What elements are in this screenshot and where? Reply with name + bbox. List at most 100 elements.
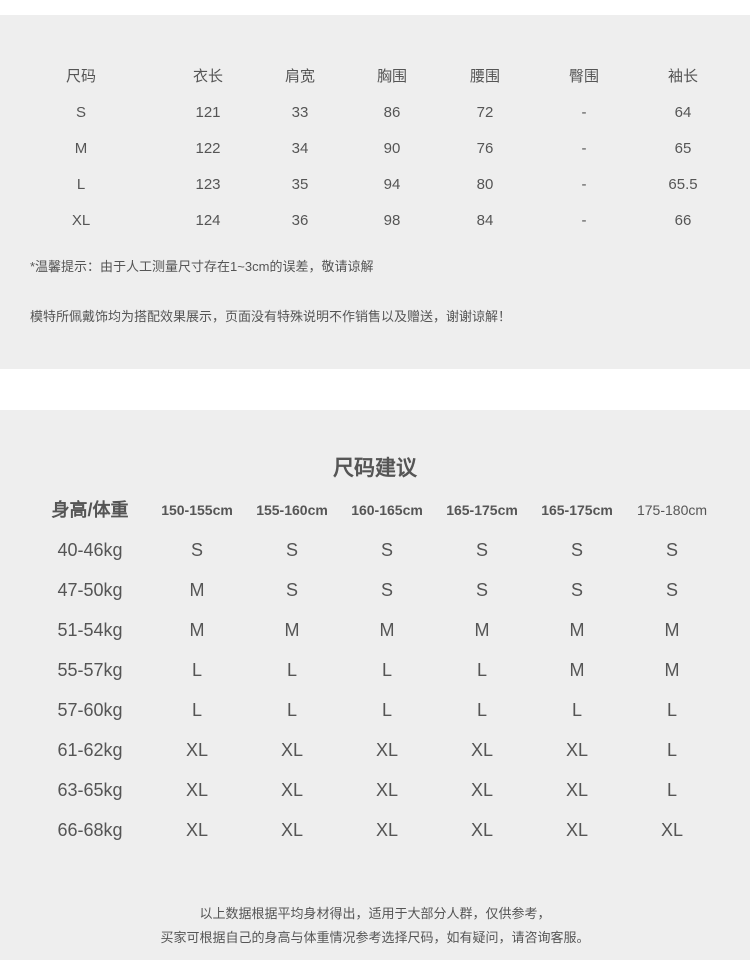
table-cell: 122 (195, 140, 221, 157)
table-cell: XL (470, 820, 494, 840)
table-cell: 72 (476, 104, 494, 121)
table-row: 63-65kg XL XL XL XL XL L (0, 775, 750, 805)
table-header: 身高/体重 150-155cm 155-160cm 160-165cm 165-175c… (0, 495, 750, 525)
column-header: 175-180cm (636, 502, 708, 518)
table-cell: L (191, 660, 203, 680)
table-cell: XL (470, 740, 494, 760)
table-cell: S (570, 540, 584, 560)
table-cell: L (666, 700, 678, 720)
table-cell: L (571, 700, 583, 720)
table-row: M 122 34 90 76 - 65 (0, 134, 750, 164)
table-cell: - (581, 212, 587, 229)
table-cell: 35 (291, 176, 309, 193)
footer-note-1: 以上数据根据平均身材得出，适用于大部分人群，仅供参考， (199, 906, 551, 921)
table-cell: 64 (674, 104, 692, 121)
table-cell: XL (375, 780, 399, 800)
table-cell: L (476, 660, 488, 680)
column-header: 身高/体重 (51, 500, 129, 520)
measurement-note: *温馨提示：由于人工测量尺寸存在1~3cm的误差，敬请谅解 (30, 259, 374, 274)
table-cell: S (190, 540, 204, 560)
table-cell: L (381, 700, 393, 720)
table-cell: 65.5 (668, 176, 698, 193)
column-header: 150-155cm (161, 502, 233, 518)
table-cell: XL (185, 820, 209, 840)
table-row: 57-60kg L L L L L L (0, 695, 750, 725)
table-cell: 84 (476, 212, 494, 229)
table-row: 55-57kg L L L L M M (0, 655, 750, 685)
table-cell: 57-60kg (57, 700, 123, 720)
column-header: 165-175cm (446, 502, 518, 518)
table-cell: S (475, 540, 489, 560)
table-cell: L (286, 700, 298, 720)
table-cell: S (570, 580, 584, 600)
table-cell: XL (280, 740, 304, 760)
table-cell: 33 (291, 104, 309, 121)
table-cell: 34 (291, 140, 309, 157)
table-cell: 63-65kg (57, 780, 123, 800)
table-cell: 80 (476, 176, 494, 193)
table-cell: XL (375, 740, 399, 760)
table-cell: - (581, 140, 587, 157)
footer-note-2: 买家可根据自己的身高与体重情况参考选择尺码，如有疑问，请咨询客服。 (160, 930, 590, 945)
table-cell: 123 (195, 176, 221, 193)
table-cell: - (581, 104, 587, 121)
column-header: 胸围 (376, 68, 408, 85)
table-cell: 94 (383, 176, 401, 193)
table-cell: S (75, 104, 87, 121)
table-row: XL 124 36 98 84 - 66 (0, 206, 750, 236)
table-cell: XL (185, 740, 209, 760)
table-cell: S (665, 540, 679, 560)
table-cell: M (569, 660, 585, 680)
table-cell: L (381, 660, 393, 680)
table-cell: XL (280, 820, 304, 840)
column-header: 衣长 (192, 68, 224, 85)
table-row: S 121 33 86 72 - 64 (0, 98, 750, 128)
table-cell: XL (280, 780, 304, 800)
column-header: 袖长 (667, 68, 699, 85)
table-row: 66-68kg XL XL XL XL XL XL (0, 815, 750, 845)
recommendation-title: 尺码建议 (333, 457, 417, 480)
table-cell: M (189, 620, 205, 640)
table-cell: 36 (291, 212, 309, 229)
table-cell: 51-54kg (57, 620, 123, 640)
table-cell: XL (565, 740, 589, 760)
table-cell: S (380, 580, 394, 600)
table-row: L 123 35 94 80 - 65.5 (0, 170, 750, 200)
table-cell: M (74, 140, 88, 157)
table-cell: XL (660, 820, 684, 840)
table-cell: L (286, 660, 298, 680)
table-cell: 98 (383, 212, 401, 229)
table-cell: 76 (476, 140, 494, 157)
table-cell: L (191, 700, 203, 720)
table-cell: XL (565, 820, 589, 840)
table-cell: M (664, 660, 680, 680)
table-cell: XL (185, 780, 209, 800)
table-cell: M (189, 580, 205, 600)
table-row: 51-54kg M M M M M M (0, 615, 750, 645)
column-header: 165-175cm (541, 502, 613, 518)
table-cell: XL (375, 820, 399, 840)
table-cell: 121 (195, 104, 221, 121)
column-header: 肩宽 (284, 68, 316, 85)
size-recommendation-panel: 尺码建议 身高/体重 150-155cm 155-160cm 160-165cm 165… (0, 410, 750, 960)
table-cell: XL (470, 780, 494, 800)
table-cell: 90 (383, 140, 401, 157)
table-cell: 55-57kg (57, 660, 123, 680)
table-cell: XL (565, 780, 589, 800)
size-measurement-panel: 尺码 衣长 肩宽 胸围 腰围 臀围 袖长 S 121 33 86 72 - 64 M 122 34 90 76 - 65… (0, 15, 750, 369)
table-cell: XL (71, 212, 91, 229)
model-accessory-note: 模特所佩戴饰均为搭配效果展示，页面没有特殊说明不作销售以及赠送，谢谢谅解！ (30, 309, 512, 324)
table-cell: - (581, 176, 587, 193)
table-cell: S (665, 580, 679, 600)
column-header: 腰围 (469, 68, 501, 85)
table-cell: M (284, 620, 300, 640)
table-cell: 40-46kg (57, 540, 123, 560)
table-cell: M (569, 620, 585, 640)
table-cell: L (666, 780, 678, 800)
table-cell: L (666, 740, 678, 760)
column-header: 155-160cm (256, 502, 328, 518)
table-cell: L (476, 700, 488, 720)
table-header: 尺码 衣长 肩宽 胸围 腰围 臀围 袖长 (0, 62, 750, 92)
table-cell: M (379, 620, 395, 640)
table-cell: 47-50kg (57, 580, 123, 600)
